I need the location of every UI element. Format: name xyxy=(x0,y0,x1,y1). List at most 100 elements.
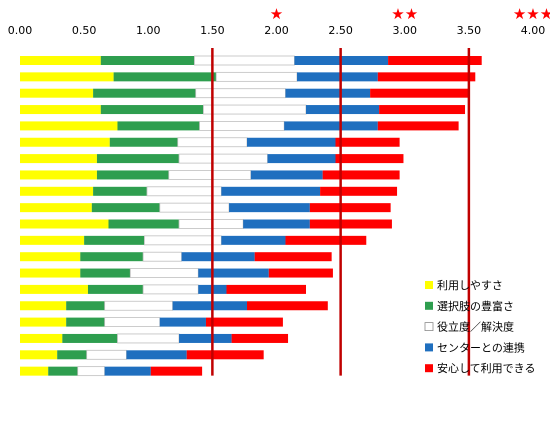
bar-segment xyxy=(377,121,459,131)
legend-swatch xyxy=(425,301,433,310)
bar-segment xyxy=(178,153,268,164)
bar-segment xyxy=(309,219,392,229)
bar-segment xyxy=(320,186,398,196)
bar-segment xyxy=(221,186,321,196)
bar-segment xyxy=(309,203,391,213)
bar-segment xyxy=(80,268,131,278)
legend-swatch xyxy=(425,364,433,373)
x-tick-label: 4.00 xyxy=(521,24,546,37)
x-tick-label: 1.00 xyxy=(136,24,161,37)
x-tick-label: 1.50 xyxy=(200,24,225,37)
bar-segment xyxy=(186,350,264,360)
bar-segment xyxy=(215,71,298,82)
bar-segment xyxy=(66,317,105,327)
bar-segment xyxy=(285,235,367,245)
bar-segment xyxy=(104,300,174,311)
bar-segment xyxy=(221,235,286,245)
bar-segment xyxy=(84,235,145,245)
bar-segment xyxy=(250,170,323,180)
x-axis-tick-labels: 0.00 0.50 1.00 1.50 2.00 2.50 3.00 3.50 4.00 xyxy=(8,24,546,37)
bar-segment xyxy=(144,235,222,246)
bar-segment xyxy=(388,56,482,65)
bar-segment xyxy=(20,350,58,360)
bar-segment xyxy=(77,366,106,377)
bars xyxy=(20,55,482,377)
bar-segment xyxy=(377,72,476,82)
bar-segment xyxy=(20,219,109,229)
legend-swatch xyxy=(424,322,434,332)
bar-segment xyxy=(142,251,182,262)
bar-segment xyxy=(48,366,78,376)
rating-star-label: ★ xyxy=(270,5,283,23)
bar-segment xyxy=(226,284,306,294)
bar-segment xyxy=(20,235,85,245)
bar-segment xyxy=(93,186,147,196)
bar-segment xyxy=(20,154,97,164)
bar-segment xyxy=(229,203,310,213)
x-tick-label: 3.50 xyxy=(457,24,482,37)
bar-segment xyxy=(20,203,92,213)
reference-lines xyxy=(211,48,471,376)
bar-segment xyxy=(117,333,180,344)
bar-segment xyxy=(178,219,244,229)
bar-segment xyxy=(126,350,187,360)
x-tick-label: 3.00 xyxy=(393,24,418,37)
bar-segment xyxy=(20,72,114,82)
bar-segment xyxy=(87,284,144,294)
bar-segment xyxy=(20,284,88,294)
bar-segment xyxy=(335,154,404,164)
bar-segment xyxy=(146,186,222,197)
bar-segment xyxy=(20,301,67,311)
bar-segment xyxy=(20,121,118,131)
bar-segment xyxy=(168,170,252,180)
legend-label: 利用しやすさ xyxy=(437,279,503,292)
bar-segment xyxy=(20,333,63,343)
bar-segment xyxy=(268,268,333,278)
bar-segment xyxy=(285,88,371,98)
legend-label: 安心して利用できる xyxy=(437,361,535,375)
bar-segment xyxy=(297,72,378,82)
bar-segment xyxy=(198,268,269,278)
bar-segment xyxy=(284,121,378,131)
bar-segment xyxy=(20,105,101,115)
bar-segment xyxy=(247,301,328,311)
bar-segment xyxy=(91,203,160,213)
bar-segment xyxy=(93,88,196,98)
bar-segment xyxy=(179,333,232,343)
legend-label: センターとの連携 xyxy=(437,340,525,354)
legend-swatch xyxy=(425,343,433,352)
bar-segment xyxy=(159,317,206,327)
bar-segment xyxy=(205,317,283,327)
bar-segment xyxy=(20,137,110,147)
bar-segment xyxy=(20,317,67,327)
bar-segment xyxy=(129,268,199,278)
legend-label: 役立度／解決度 xyxy=(437,320,514,334)
bar-segment xyxy=(335,137,400,147)
bar-segment xyxy=(202,104,307,115)
bar-segment xyxy=(66,301,105,311)
bar-segment xyxy=(305,105,380,115)
bar-segment xyxy=(20,170,97,180)
bar-segment xyxy=(20,56,101,65)
bar-segment xyxy=(150,366,203,376)
bar-segment xyxy=(113,72,217,82)
bar-segment xyxy=(86,349,127,360)
bar-segment xyxy=(80,252,144,262)
rating-stars: ★ ★★ ★★★ xyxy=(270,5,550,23)
bar-segment xyxy=(20,186,94,196)
bar-segment xyxy=(195,88,286,99)
bar-segment xyxy=(379,105,466,115)
bar-segment xyxy=(370,88,469,98)
bar-segment xyxy=(181,252,255,262)
legend-label: 選択肢の豊富さ xyxy=(437,299,514,313)
bar-segment xyxy=(20,252,81,262)
legend-swatch xyxy=(425,281,433,289)
rating-star-label: ★★ xyxy=(391,5,418,23)
bar-segment xyxy=(100,56,195,65)
bar-segment xyxy=(100,105,204,115)
bar-segment xyxy=(57,350,87,360)
x-tick-label: 0.00 xyxy=(8,24,33,37)
rating-star-label: ★★★ xyxy=(513,5,550,23)
